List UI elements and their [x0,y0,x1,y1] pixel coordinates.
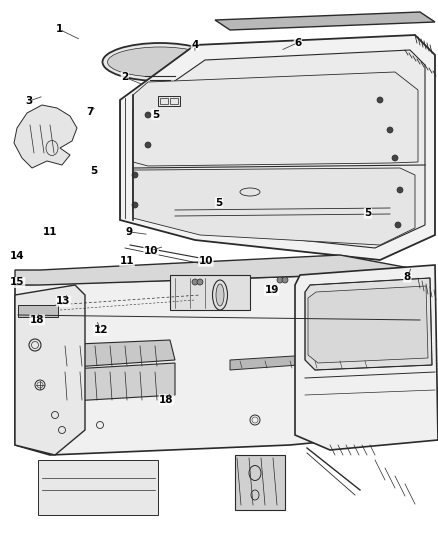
Text: 19: 19 [265,286,279,295]
Bar [160,98,168,104]
Bar [38,460,158,515]
Polygon shape [55,363,175,402]
Ellipse shape [387,127,393,133]
Bar [158,96,180,106]
Polygon shape [230,350,395,370]
Ellipse shape [395,222,401,228]
Polygon shape [133,72,418,166]
Polygon shape [120,35,435,260]
Text: 4: 4 [191,41,198,50]
Ellipse shape [282,277,288,283]
Text: 5: 5 [364,208,371,218]
Ellipse shape [102,43,218,81]
Bar [18,305,58,317]
Text: 13: 13 [56,296,71,306]
Text: 10: 10 [144,246,159,255]
Text: 7: 7 [86,107,93,117]
Ellipse shape [197,279,203,285]
Text: 1: 1 [56,25,63,34]
Text: 12: 12 [93,326,108,335]
Bar [170,98,178,104]
Text: 5: 5 [91,166,98,175]
Polygon shape [15,255,420,290]
Text: 11: 11 [43,227,58,237]
Bar [170,275,250,310]
Polygon shape [215,12,435,30]
Ellipse shape [377,97,383,103]
Text: 15: 15 [10,278,25,287]
Text: 14: 14 [10,251,25,261]
Text: 3: 3 [25,96,32,106]
Ellipse shape [145,142,151,148]
Ellipse shape [132,172,138,178]
Ellipse shape [392,155,398,161]
Polygon shape [14,105,77,168]
Bar [235,455,285,510]
Ellipse shape [132,202,138,208]
Polygon shape [133,50,425,248]
Polygon shape [133,168,415,245]
Text: 10: 10 [198,256,213,266]
Ellipse shape [306,284,314,306]
Ellipse shape [107,47,212,77]
Polygon shape [170,82,178,108]
Text: 18: 18 [30,315,45,325]
Text: 18: 18 [159,395,174,405]
Ellipse shape [277,277,283,283]
Polygon shape [15,285,85,455]
Ellipse shape [145,112,151,118]
Polygon shape [148,82,178,90]
Text: 2: 2 [121,72,128,82]
Polygon shape [15,275,435,455]
Text: 8: 8 [404,272,411,282]
Polygon shape [55,340,175,368]
Polygon shape [305,278,432,370]
Text: 9: 9 [126,227,133,237]
Polygon shape [148,90,170,108]
Ellipse shape [397,187,403,193]
Ellipse shape [216,284,224,306]
Text: 11: 11 [120,256,134,266]
Text: 5: 5 [152,110,159,119]
Polygon shape [308,286,428,363]
Text: 6: 6 [294,38,301,47]
Polygon shape [295,265,438,450]
Ellipse shape [192,279,198,285]
Text: 5: 5 [215,198,223,207]
